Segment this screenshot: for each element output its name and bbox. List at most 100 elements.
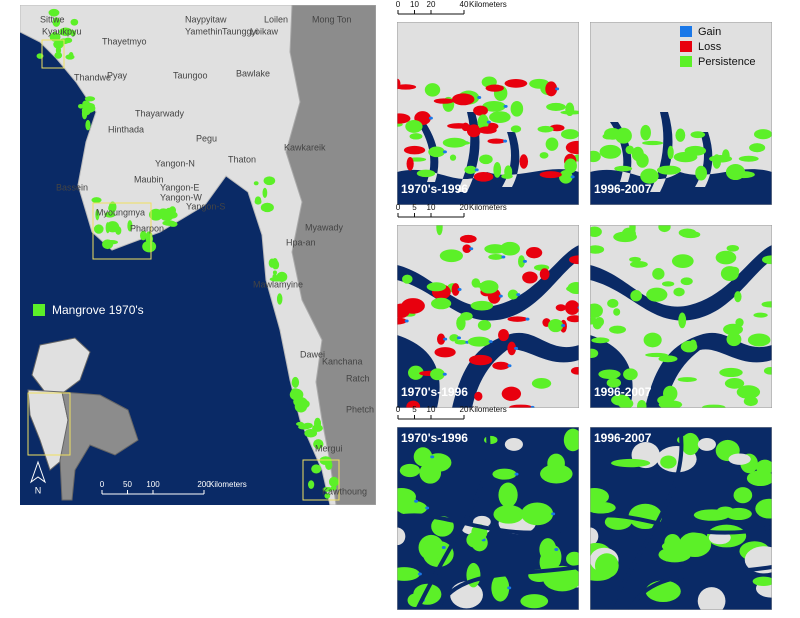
place-label: Pyay [107,70,128,80]
change-patch [747,333,771,347]
change-patch [752,576,772,586]
gain-patch [442,372,447,376]
mangrove-patch [61,27,70,36]
place-label: Yangon-S [186,201,225,211]
change-patch [482,100,506,112]
change-patch [611,394,631,406]
place-label: Yangon-E [160,182,199,192]
mangrove-patch [49,32,61,42]
change-panel [397,22,579,205]
change-patch [667,145,674,160]
place-label: Loilen [264,14,288,24]
change-patch [520,594,549,609]
change-patch [729,266,740,275]
place-label: Mawlamyine [253,279,303,289]
change-patch [733,487,753,504]
change-patch [629,260,648,268]
change-patch [459,234,477,243]
change-patch [500,241,520,256]
gain-patch [477,96,482,100]
change-patch [403,145,426,155]
change-patch [462,244,472,254]
place-label: Bawlake [236,68,270,78]
change-patch [675,128,686,142]
change-patch [405,120,423,133]
gain-patch [530,405,535,408]
change-patch [630,290,642,302]
change-patch [397,527,406,546]
change-patch [754,129,772,140]
change-patch [408,365,424,380]
change-patch [677,435,691,445]
change-patch [493,505,525,524]
change-patch [642,140,664,146]
place-label: Myoungmya [96,207,145,217]
change-patch [464,165,477,174]
place-label: Pegu [196,133,217,143]
change-patch [590,527,599,546]
mangrove-patch [84,96,96,102]
gain-patch [430,455,435,459]
change-patch [454,339,468,345]
change-patch [539,171,562,179]
change-patch [680,277,693,286]
change-patch [397,490,417,512]
change-patch [510,125,522,133]
change-panel [397,427,579,610]
change-panel [590,427,772,610]
change-panel [590,22,772,205]
place-label: Taungoo [173,70,208,80]
place-label: Myawady [305,222,344,232]
change-patch [590,226,602,238]
gain-patch [577,306,579,310]
change-patch [467,336,491,347]
change-patch [594,553,619,578]
scale-label: 20 [460,405,469,414]
place-label: Bassein [56,182,88,192]
mangrove-patch [302,422,313,429]
change-patch [591,337,610,344]
change-patch [658,400,683,408]
mangrove-patch [293,396,308,408]
mangrove-patch [161,214,173,222]
scale-unit: Kilometers [469,0,507,9]
change-patch [658,355,678,363]
scale-unit: Kilometers [209,480,247,489]
place-label: Sittwe [40,14,65,24]
change-patch [761,301,772,308]
change-patch [723,323,743,336]
gain-patch [570,175,575,179]
change-patch [402,274,413,284]
change-patch [478,126,497,134]
change-patch [753,312,768,318]
place-label: Kyaukpyu [42,26,82,36]
legend-swatch [33,304,45,316]
period-label: 1996-2007 [594,182,652,196]
gain-patch [498,294,503,298]
change-patch [738,155,759,162]
change-patch [564,300,579,315]
mangrove-patch [65,54,75,60]
change-patch [439,249,463,263]
water [590,112,772,205]
change-patch [732,171,755,179]
change-patch [507,289,519,300]
gain-patch [501,255,506,259]
change-patch [763,366,772,375]
change-patch [428,146,445,158]
change-patch [501,386,522,401]
change-patch [567,281,579,295]
change-patch [712,154,722,169]
mangrove-patch [324,493,331,499]
scale-label: 0 [100,480,105,489]
change-patch [640,124,651,141]
change-patch [546,102,566,111]
place-label: Yangon-N [155,158,195,168]
change-patch [449,334,459,342]
legend-label: Mangrove 1970's [52,303,144,317]
gain-patch [417,572,422,576]
gain-patch [428,116,433,120]
change-patch [477,114,489,130]
mangrove-patch [254,196,262,205]
gain-patch [507,364,512,368]
